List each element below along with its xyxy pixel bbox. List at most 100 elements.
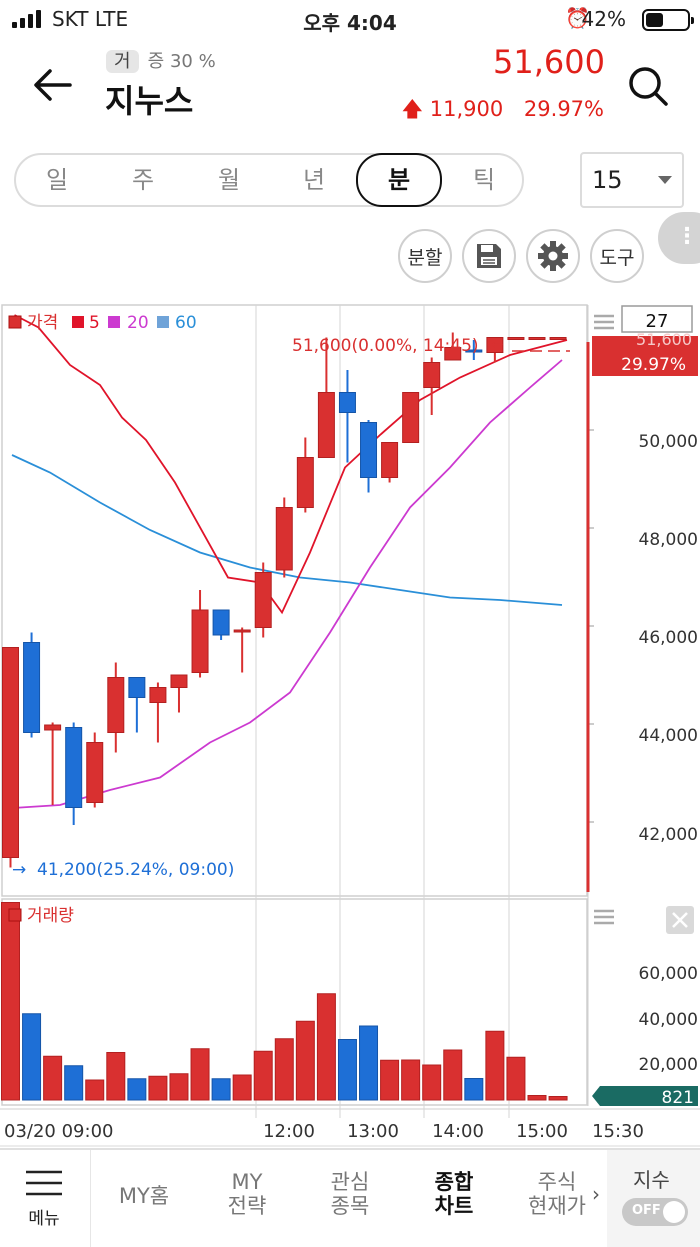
tab-day[interactable]: 일: [45, 166, 69, 194]
search-button[interactable]: [626, 64, 670, 108]
period-count-box[interactable]: [621, 305, 693, 333]
split-button[interactable]: 분할: [398, 229, 452, 283]
settings-button[interactable]: [526, 229, 580, 283]
candle: [528, 337, 546, 340]
nav-item-watchlist[interactable]: 관심 종목: [330, 1170, 370, 1218]
high-annotation: 51,600(0.00%, 14:45): [292, 336, 479, 356]
volume-bar: [506, 1056, 526, 1101]
volume-bar: [64, 1065, 84, 1101]
chevron-down-icon: [658, 176, 672, 184]
candle: [402, 392, 420, 443]
candle-body: [549, 337, 567, 340]
tab-week[interactable]: 주: [131, 166, 155, 194]
candle-body: [528, 337, 546, 340]
volume-bar: [190, 1048, 210, 1101]
carrier-label: SKT LTE: [52, 7, 129, 31]
nav-item-my-strategy[interactable]: MY 전략: [227, 1170, 267, 1218]
gear-icon: [538, 241, 568, 271]
legend-price-swatch: [8, 315, 22, 329]
candle: [254, 562, 272, 638]
volume-current-tag: [592, 1086, 698, 1106]
candle-body: [2, 647, 19, 858]
volume-menu-icon[interactable]: [594, 909, 614, 925]
more-options-button[interactable]: ⋮: [658, 212, 700, 264]
tab-year[interactable]: 년: [302, 166, 326, 194]
current-price-tag: [592, 336, 698, 376]
volume-bar: [22, 1013, 42, 1101]
candle: [444, 332, 462, 361]
save-button[interactable]: [462, 229, 516, 283]
volume-bar: [106, 1052, 126, 1101]
chart-menu-icon[interactable]: [594, 314, 614, 330]
menu-button[interactable]: 메뉴: [22, 1168, 66, 1238]
change-percent: 29.97%: [523, 97, 604, 121]
time-axis-label: 14:00: [432, 1121, 484, 1142]
menu-label: 메뉴: [28, 1209, 60, 1229]
candle: [423, 357, 441, 415]
volume-axis-label: 60,000: [639, 964, 698, 984]
battery-icon: [642, 9, 694, 31]
candle: [23, 632, 41, 738]
index-label: 지수: [633, 1168, 670, 1192]
high-arrow-icon: ←: [491, 335, 504, 353]
candle: [212, 609, 230, 640]
nav-item-my-home[interactable]: MY홈: [118, 1184, 170, 1208]
candle: [317, 337, 335, 458]
volume-bar: [548, 1096, 568, 1101]
draw-tool-button[interactable]: 도구: [590, 229, 644, 283]
candle-body: [402, 392, 420, 443]
candle-body: [170, 674, 188, 688]
volume-bar: [1, 902, 20, 1101]
more-vertical-icon: ⋮: [676, 224, 698, 249]
chevron-right-icon[interactable]: ›: [592, 1182, 600, 1206]
price-tag-percent: 29.97%: [621, 355, 686, 375]
candle: [2, 647, 19, 868]
volume-axis-label: 20,000: [639, 1055, 698, 1075]
ma60-polyline: [11, 454, 563, 606]
volume-bar: [443, 1049, 463, 1101]
volume-bars: [1, 902, 568, 1101]
hamburger-icon: [26, 1170, 62, 1196]
legend-ma20-swatch: [108, 316, 120, 328]
volume-current: 821: [662, 1088, 694, 1108]
candle-body: [23, 642, 41, 733]
nav-item-chart[interactable]: 종합 차트: [434, 1170, 474, 1218]
chart-area[interactable]: 가격 5 20 60 51,600(0.00%, 14:45) ← → 41,2…: [0, 300, 700, 1148]
nav-item-current-price[interactable]: 주식 현재가: [528, 1170, 586, 1218]
tab-minute[interactable]: 분: [356, 153, 442, 207]
volume-bar: [274, 1038, 294, 1101]
back-arrow-icon: [34, 69, 72, 101]
candle: [507, 337, 525, 340]
candle-body: [254, 572, 272, 628]
volume-bar: [232, 1074, 252, 1101]
candle-body: [128, 677, 146, 698]
tab-tick[interactable]: 틱: [472, 166, 496, 194]
volume-label: 거래량: [27, 906, 74, 926]
price-axis-label: 50,000: [639, 432, 698, 452]
tab-month[interactable]: 월: [217, 166, 241, 194]
candle-body: [486, 337, 504, 353]
interval-select[interactable]: 15: [580, 152, 684, 208]
volume-bar: [485, 1030, 505, 1101]
legend-ma5: 5: [89, 313, 100, 333]
time-axis-label: 15:30: [592, 1121, 644, 1142]
volume-bar: [169, 1073, 189, 1101]
candle: [65, 722, 83, 825]
period-count: 27: [646, 311, 669, 332]
candle-body: [65, 727, 83, 808]
ma20-polyline: [4, 359, 563, 810]
index-toggle[interactable]: OFF: [622, 1198, 688, 1226]
split-label: 분할: [407, 246, 443, 269]
candle-body: [444, 347, 462, 361]
volume-bar: [295, 1020, 315, 1101]
candle-body: [191, 609, 209, 673]
back-button[interactable]: [28, 60, 78, 110]
candle: [465, 340, 483, 360]
price-axis-label: 46,000: [639, 628, 698, 648]
ma60-line: [11, 454, 563, 606]
candle: [128, 677, 146, 733]
volume-bar: [464, 1078, 484, 1101]
alarm-icon: ⏰: [565, 6, 590, 30]
volume-bar: [527, 1095, 547, 1101]
volume-close-button[interactable]: [666, 906, 694, 934]
